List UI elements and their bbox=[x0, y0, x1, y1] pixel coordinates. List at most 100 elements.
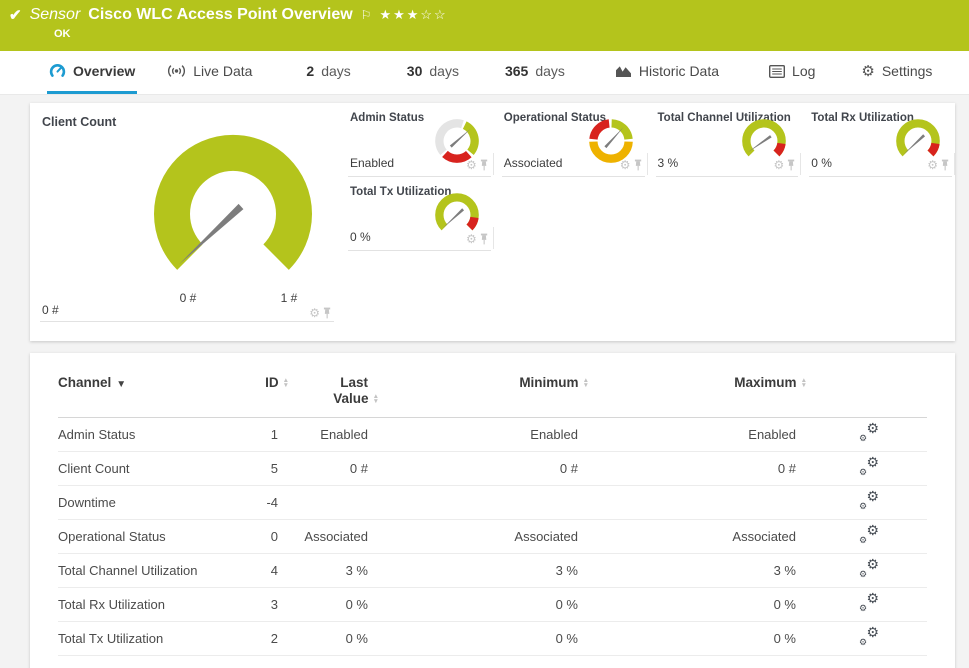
cell-id: 0 bbox=[270, 529, 278, 544]
col-header-maximum[interactable]: Maximum ▲ ▼ bbox=[734, 375, 807, 390]
tab-bar: Overview Live Data 2 days 30 days 365 days … bbox=[0, 51, 969, 95]
cell-minimum: Enabled bbox=[530, 427, 578, 442]
cell-minimum: 0 % bbox=[555, 597, 578, 612]
cell-last-value: 0 % bbox=[345, 597, 368, 612]
tab-unit: days bbox=[535, 63, 565, 79]
tab-unit: days bbox=[429, 63, 459, 79]
cell-id: 5 bbox=[270, 461, 278, 476]
tile-client-count: Client Count 0 # 1 # 0 # ⚙ bbox=[30, 103, 340, 341]
tab-live-data[interactable]: Live Data bbox=[165, 51, 254, 94]
cell-channel: Total Channel Utilization bbox=[58, 563, 198, 578]
cell-id: 1 bbox=[270, 427, 278, 442]
col-header-channel[interactable]: Channel ▼ bbox=[58, 375, 127, 390]
cell-id: -4 bbox=[266, 495, 278, 510]
channel-settings-icon[interactable]: ⚙ ⚙ bbox=[859, 487, 879, 511]
admin-status-gauge bbox=[434, 119, 479, 163]
tile-admin-status: Admin Status Enabled ⚙ bbox=[340, 103, 494, 177]
gauge-needle bbox=[442, 208, 464, 229]
gauge-needle bbox=[603, 127, 623, 149]
tab-365-days[interactable]: 365 days bbox=[503, 51, 567, 94]
gauge-needle bbox=[903, 134, 926, 155]
stars-empty: ☆☆ bbox=[420, 7, 448, 22]
tab-label: Historic Data bbox=[638, 63, 720, 79]
tile-value: 0 # bbox=[42, 303, 59, 317]
pin-icon[interactable] bbox=[480, 233, 489, 245]
gauge-icon bbox=[49, 64, 66, 77]
pin-icon[interactable] bbox=[787, 159, 796, 171]
channel-settings-icon[interactable]: ⚙ ⚙ bbox=[859, 555, 879, 579]
pin-icon[interactable] bbox=[323, 307, 332, 319]
table-header-row: Channel ▼ ID ▲ ▼ Last Value ▲ ▼ Minimum ▲ ▼ Maxi… bbox=[58, 353, 927, 418]
status-check-icon: ✔ bbox=[9, 7, 22, 24]
tab-number: 365 bbox=[504, 63, 529, 79]
col-header-minimum[interactable]: Minimum ▲ ▼ bbox=[519, 375, 589, 390]
channel-settings-icon[interactable]: ⚙ ⚙ bbox=[859, 419, 879, 443]
table-row-admin-status: Admin Status 1 Enabled Enabled Enabled ⚙… bbox=[58, 418, 927, 452]
tab-label: Overview bbox=[73, 63, 136, 79]
gear-icon[interactable]: ⚙ bbox=[619, 158, 631, 172]
cell-channel: Downtime bbox=[58, 495, 116, 510]
tile-value: Associated bbox=[503, 156, 563, 170]
status-badge: OK bbox=[54, 28, 71, 40]
sort-icon: ▲ ▼ bbox=[582, 376, 589, 390]
cell-minimum: 0 % bbox=[555, 631, 578, 646]
cell-last-value: Associated bbox=[304, 529, 368, 544]
table-row-client-count: Client Count 5 0 # 0 # 0 # ⚙ ⚙ bbox=[58, 452, 927, 486]
channel-utilization-gauge bbox=[742, 119, 787, 157]
gauge-scale-min: 0 # bbox=[179, 291, 197, 305]
gear-icon[interactable]: ⚙ bbox=[465, 158, 477, 172]
tile-title: Admin Status bbox=[350, 112, 425, 124]
live-data-icon bbox=[168, 65, 186, 77]
sort-icon: ▲ ▼ bbox=[282, 376, 289, 390]
cell-channel: Total Tx Utilization bbox=[58, 631, 164, 646]
tile-value: Enabled bbox=[350, 156, 395, 170]
tile-title: Total Tx Utilization bbox=[350, 186, 452, 198]
pin-icon[interactable] bbox=[480, 159, 489, 171]
tab-log[interactable]: Log bbox=[767, 51, 817, 94]
tile-total-rx-utilization: Total Rx Utilization 0 % ⚙ bbox=[801, 103, 955, 177]
table-row-operational-status: Operational Status 0 Associated Associat… bbox=[58, 520, 927, 554]
tab-overview[interactable]: Overview bbox=[47, 51, 138, 94]
sort-desc-icon: ▼ bbox=[116, 379, 127, 390]
channel-settings-icon[interactable]: ⚙ ⚙ bbox=[859, 521, 879, 545]
cell-last-value: 0 # bbox=[349, 461, 368, 476]
cell-last-value: 3 % bbox=[345, 563, 368, 578]
gear-icon[interactable]: ⚙ bbox=[309, 306, 320, 320]
gear-icon: ⚙ bbox=[861, 62, 875, 80]
pin-icon[interactable] bbox=[941, 159, 950, 171]
tab-historic-data[interactable]: Historic Data bbox=[613, 51, 721, 94]
channel-settings-icon[interactable]: ⚙ ⚙ bbox=[859, 623, 879, 647]
table-row-total-tx-utilization: Total Tx Utilization 2 0 % 0 % 0 % ⚙ ⚙ bbox=[58, 622, 927, 656]
col-header-id[interactable]: ID ▲ ▼ bbox=[265, 375, 289, 390]
cell-channel: Total Rx Utilization bbox=[58, 597, 165, 612]
channels-table-card: Channel ▼ ID ▲ ▼ Last Value ▲ ▼ Minimum ▲ ▼ Maxi… bbox=[30, 353, 955, 668]
tab-30-days[interactable]: 30 days bbox=[405, 51, 461, 94]
cell-minimum: 3 % bbox=[555, 563, 578, 578]
gear-icon[interactable]: ⚙ bbox=[773, 158, 785, 172]
tab-unit: days bbox=[321, 63, 351, 79]
col-header-last-value[interactable]: Last Value ▲ ▼ bbox=[333, 375, 379, 406]
cell-id: 2 bbox=[270, 631, 278, 646]
flag-icon[interactable]: ⚐ bbox=[360, 8, 372, 22]
cell-minimum: Associated bbox=[514, 529, 578, 544]
gauge-scale-max: 1 # bbox=[280, 291, 298, 305]
table-row-total-channel-utilization: Total Channel Utilization 4 3 % 3 % 3 % … bbox=[58, 554, 927, 588]
client-count-gauge bbox=[154, 135, 312, 270]
tile-title: Operational Status bbox=[503, 112, 606, 124]
tile-value: 0 % bbox=[350, 230, 371, 244]
channel-settings-icon[interactable]: ⚙ ⚙ bbox=[859, 589, 879, 613]
sort-icon: ▲ ▼ bbox=[800, 376, 807, 390]
tile-operational-status: Operational Status Associated ⚙ bbox=[494, 103, 648, 177]
tab-label: Log bbox=[792, 63, 816, 79]
historic-chart-icon bbox=[615, 66, 631, 77]
pin-icon[interactable] bbox=[634, 159, 643, 171]
cell-maximum: 3 % bbox=[773, 563, 796, 578]
table-row-downtime: Downtime -4 ⚙ ⚙ bbox=[58, 486, 927, 520]
channel-settings-icon[interactable]: ⚙ ⚙ bbox=[859, 453, 879, 477]
gear-icon[interactable]: ⚙ bbox=[465, 232, 477, 246]
object-type-label: Sensor bbox=[29, 6, 81, 23]
tab-settings[interactable]: ⚙ Settings bbox=[859, 51, 934, 94]
tab-2-days[interactable]: 2 days bbox=[304, 51, 352, 94]
gear-icon[interactable]: ⚙ bbox=[927, 158, 938, 172]
priority-stars[interactable]: ★★★☆☆ bbox=[379, 7, 447, 23]
